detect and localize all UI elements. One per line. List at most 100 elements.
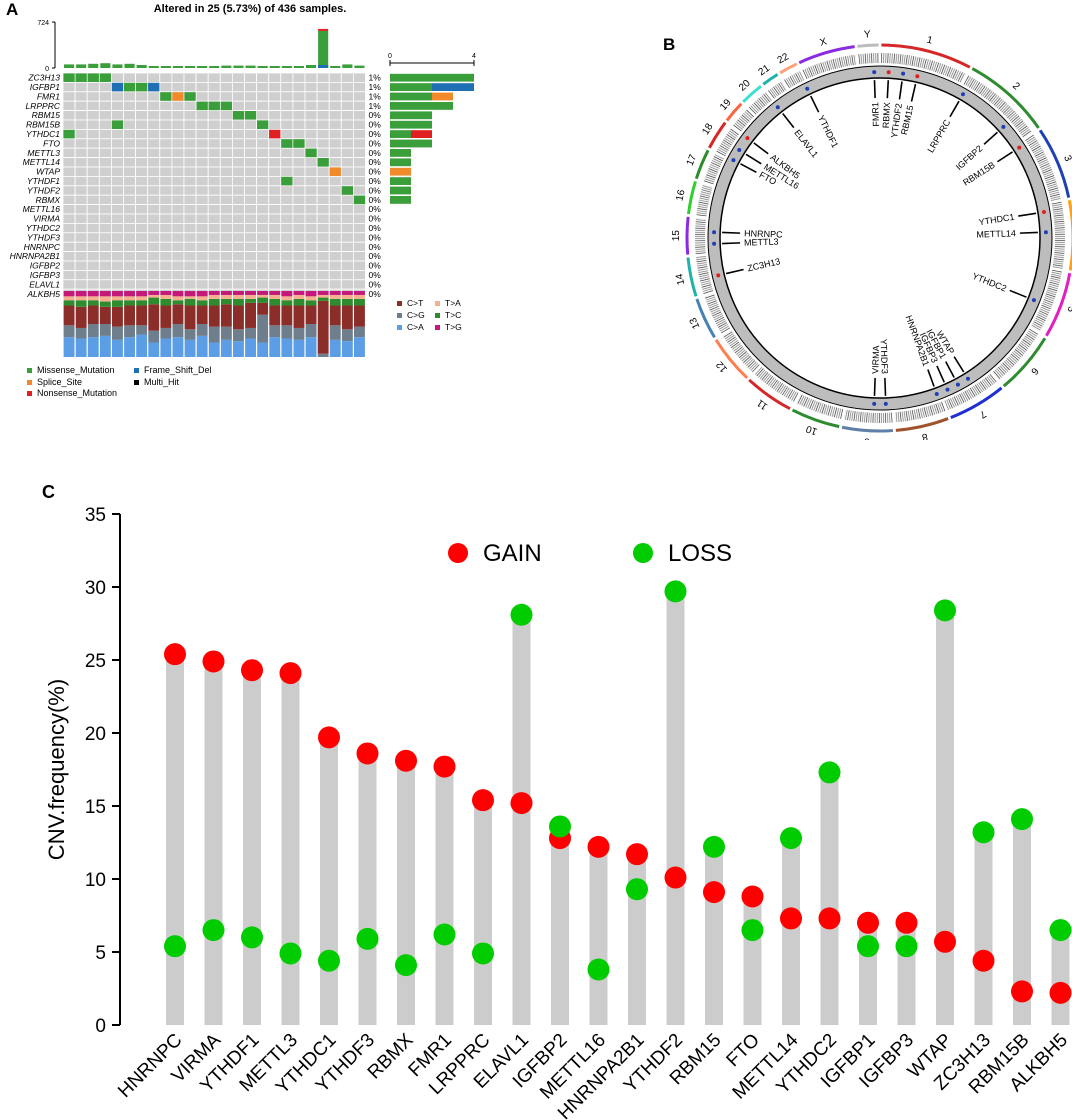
grid-cell [195,128,209,140]
titv-segment [196,335,208,357]
grid-cell [135,166,149,177]
grid-cell [147,279,161,290]
grid-cell [74,279,88,290]
mutation-cell [244,111,257,120]
grid-cell [147,185,161,196]
grid-cell [183,204,197,215]
grid-cell [183,194,197,205]
grid-cell [244,279,258,290]
gene-percent: 0% [369,289,382,299]
mutation-cell [99,73,111,82]
grid-cell [98,110,112,121]
grid-cell [147,166,161,177]
chromosome-label: 3 [1061,154,1072,164]
titv-segment [281,291,293,297]
grid-cell [328,251,342,262]
mutation-cell [220,101,232,111]
variant-legend-swatch [134,368,139,373]
grid-cell [195,82,209,93]
grid-cell [62,260,76,271]
grid-cell [74,138,88,149]
gain-point [664,866,687,889]
loss-point [279,942,302,965]
gene-label: YTHDF1 [27,176,60,186]
grid-cell [244,269,258,281]
range-bar [281,673,300,1025]
titv-segment [293,305,305,328]
grid-cell [111,100,124,111]
range-bar [551,826,569,1025]
grid-cell [123,204,137,215]
grid-cell [352,175,366,187]
grid-cell [183,100,197,111]
grid-cell [328,222,342,234]
grid-cell [231,119,245,130]
titv-segment [160,294,172,299]
grid-cell [123,279,137,290]
tmb-bar [88,63,99,68]
grid-cell [352,269,366,281]
gene-label: HNRNPC [24,242,61,252]
grid-cell [171,72,185,83]
gene-marker [945,387,950,392]
titv-segment [172,291,184,297]
grid-cell [207,279,221,290]
grid-cell [304,260,318,271]
gain-point [433,755,456,778]
grid-cell [171,147,185,158]
titv-segment [112,296,123,301]
grid-cell [268,232,282,243]
gene-marker [775,105,780,110]
grid-cell [231,157,245,168]
grid-cell [304,157,318,168]
grid-cell [159,279,173,290]
titv-segment [112,339,123,357]
grid-cell [183,222,197,234]
grid-cell [195,269,209,281]
grid-cell [111,194,124,205]
gene-marker [737,148,742,153]
titv-legend-swatch [397,325,402,330]
variant-legend-swatch [27,391,32,396]
grid-cell [304,213,318,224]
gene-label: IGFBP3 [30,270,61,280]
grid-cell [62,222,76,234]
mutation-cell [111,82,124,92]
grid-cell [316,204,330,215]
grid-cell [74,128,88,140]
grid-cell [280,241,294,252]
grid-cell [316,119,330,130]
grid-cell [159,110,173,121]
grid-cell [316,232,330,243]
grid-cell [171,128,185,140]
titv-segment [329,298,341,306]
range-bar [1051,930,1070,1025]
titv-segment [63,291,75,297]
side-bar-segment [390,83,432,91]
grid-cell [292,175,306,187]
titv-segment [172,337,184,357]
grid-cell [268,175,282,187]
grid-cell [123,251,137,262]
grid-cell [62,91,76,102]
grid-cell [292,222,306,234]
gene-marker [872,70,877,75]
grid-cell [231,166,245,177]
grid-cell [159,194,173,205]
grid-cell [352,222,366,234]
range-bar [512,614,531,1025]
grid-cell [183,213,197,224]
grid-cell [316,166,330,177]
grid-cell [268,241,282,252]
grid-cell [304,279,318,290]
grid-cell [195,260,209,271]
grid-cell [207,204,221,215]
grid-cell [74,232,88,243]
variant-legend-label: Splice_Site [37,377,82,387]
grid-cell [135,185,149,196]
grid-cell [86,175,100,187]
grid-cell [340,72,354,83]
grid-cell [231,128,245,140]
gene-percent: 0% [369,167,382,177]
grid-cell [219,204,233,215]
